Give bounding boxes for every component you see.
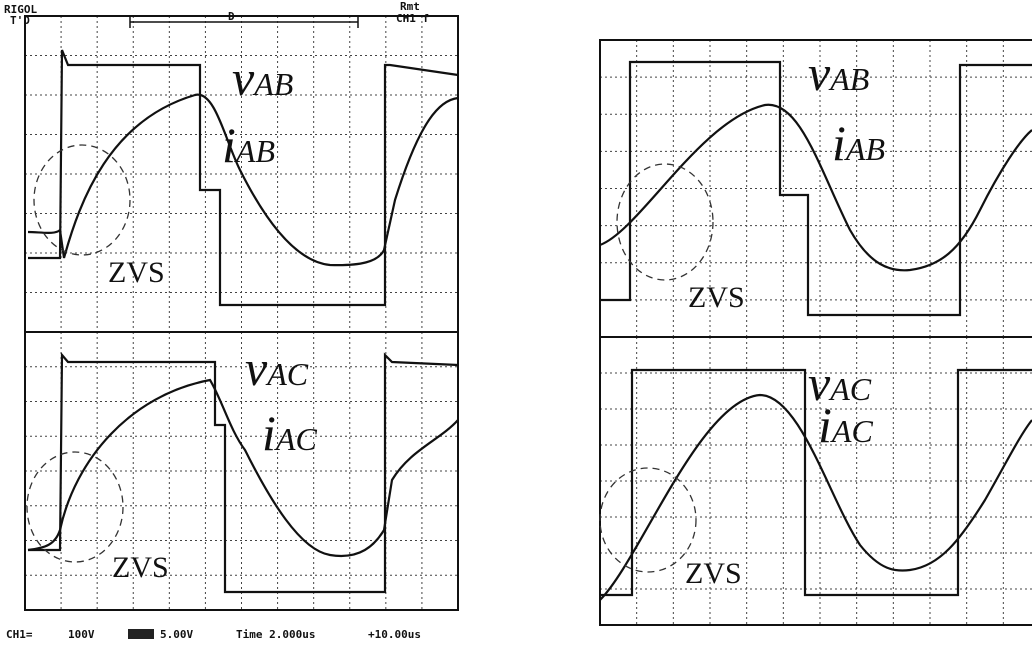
voltage-wave bbox=[600, 368, 1032, 597]
ch2-icon bbox=[128, 629, 154, 639]
status: T'D bbox=[10, 14, 30, 27]
voltage-wave bbox=[28, 49, 459, 307]
zvs-label: ZVS bbox=[685, 557, 742, 590]
zvs-label: ZVS bbox=[112, 551, 169, 584]
zvs-circle bbox=[26, 451, 124, 563]
ch2-scale: 5.00V bbox=[160, 628, 193, 641]
offset: +10.00us bbox=[368, 628, 421, 641]
voltage-label: vAB bbox=[808, 45, 869, 101]
voltage-label: vAC bbox=[245, 340, 309, 396]
right-screen bbox=[599, 39, 1032, 626]
zvs-label: ZVS bbox=[108, 256, 165, 289]
left-screen bbox=[24, 15, 459, 611]
voltage-wave bbox=[28, 352, 459, 594]
mode: Rmt bbox=[400, 0, 420, 13]
zvs-label: ZVS bbox=[688, 281, 745, 314]
current-label: iAB bbox=[222, 117, 275, 173]
voltage-label: vAC bbox=[808, 355, 872, 411]
zvs-circle bbox=[33, 144, 131, 256]
voltage-wave bbox=[600, 60, 1032, 317]
voltage-label: vAB bbox=[232, 50, 293, 106]
current-wave bbox=[27, 378, 459, 558]
zvs-circle bbox=[599, 467, 697, 573]
trigger-mark: D bbox=[228, 10, 235, 23]
current-label: iAC bbox=[818, 397, 873, 453]
zvs-circle bbox=[616, 163, 714, 281]
time: Time 2.000us bbox=[236, 628, 315, 641]
brand: RIGOL bbox=[4, 3, 37, 16]
grids bbox=[25, 16, 1032, 625]
current-wave bbox=[599, 103, 1032, 272]
current-wave bbox=[599, 393, 1032, 601]
ch1-scale: 100V bbox=[68, 628, 95, 641]
current-label: iAC bbox=[262, 405, 317, 461]
trigger-source: CH1 f bbox=[396, 12, 429, 25]
ch1: CH1= bbox=[6, 628, 33, 641]
current-wave bbox=[27, 93, 459, 267]
current-label: iAB bbox=[832, 115, 885, 171]
